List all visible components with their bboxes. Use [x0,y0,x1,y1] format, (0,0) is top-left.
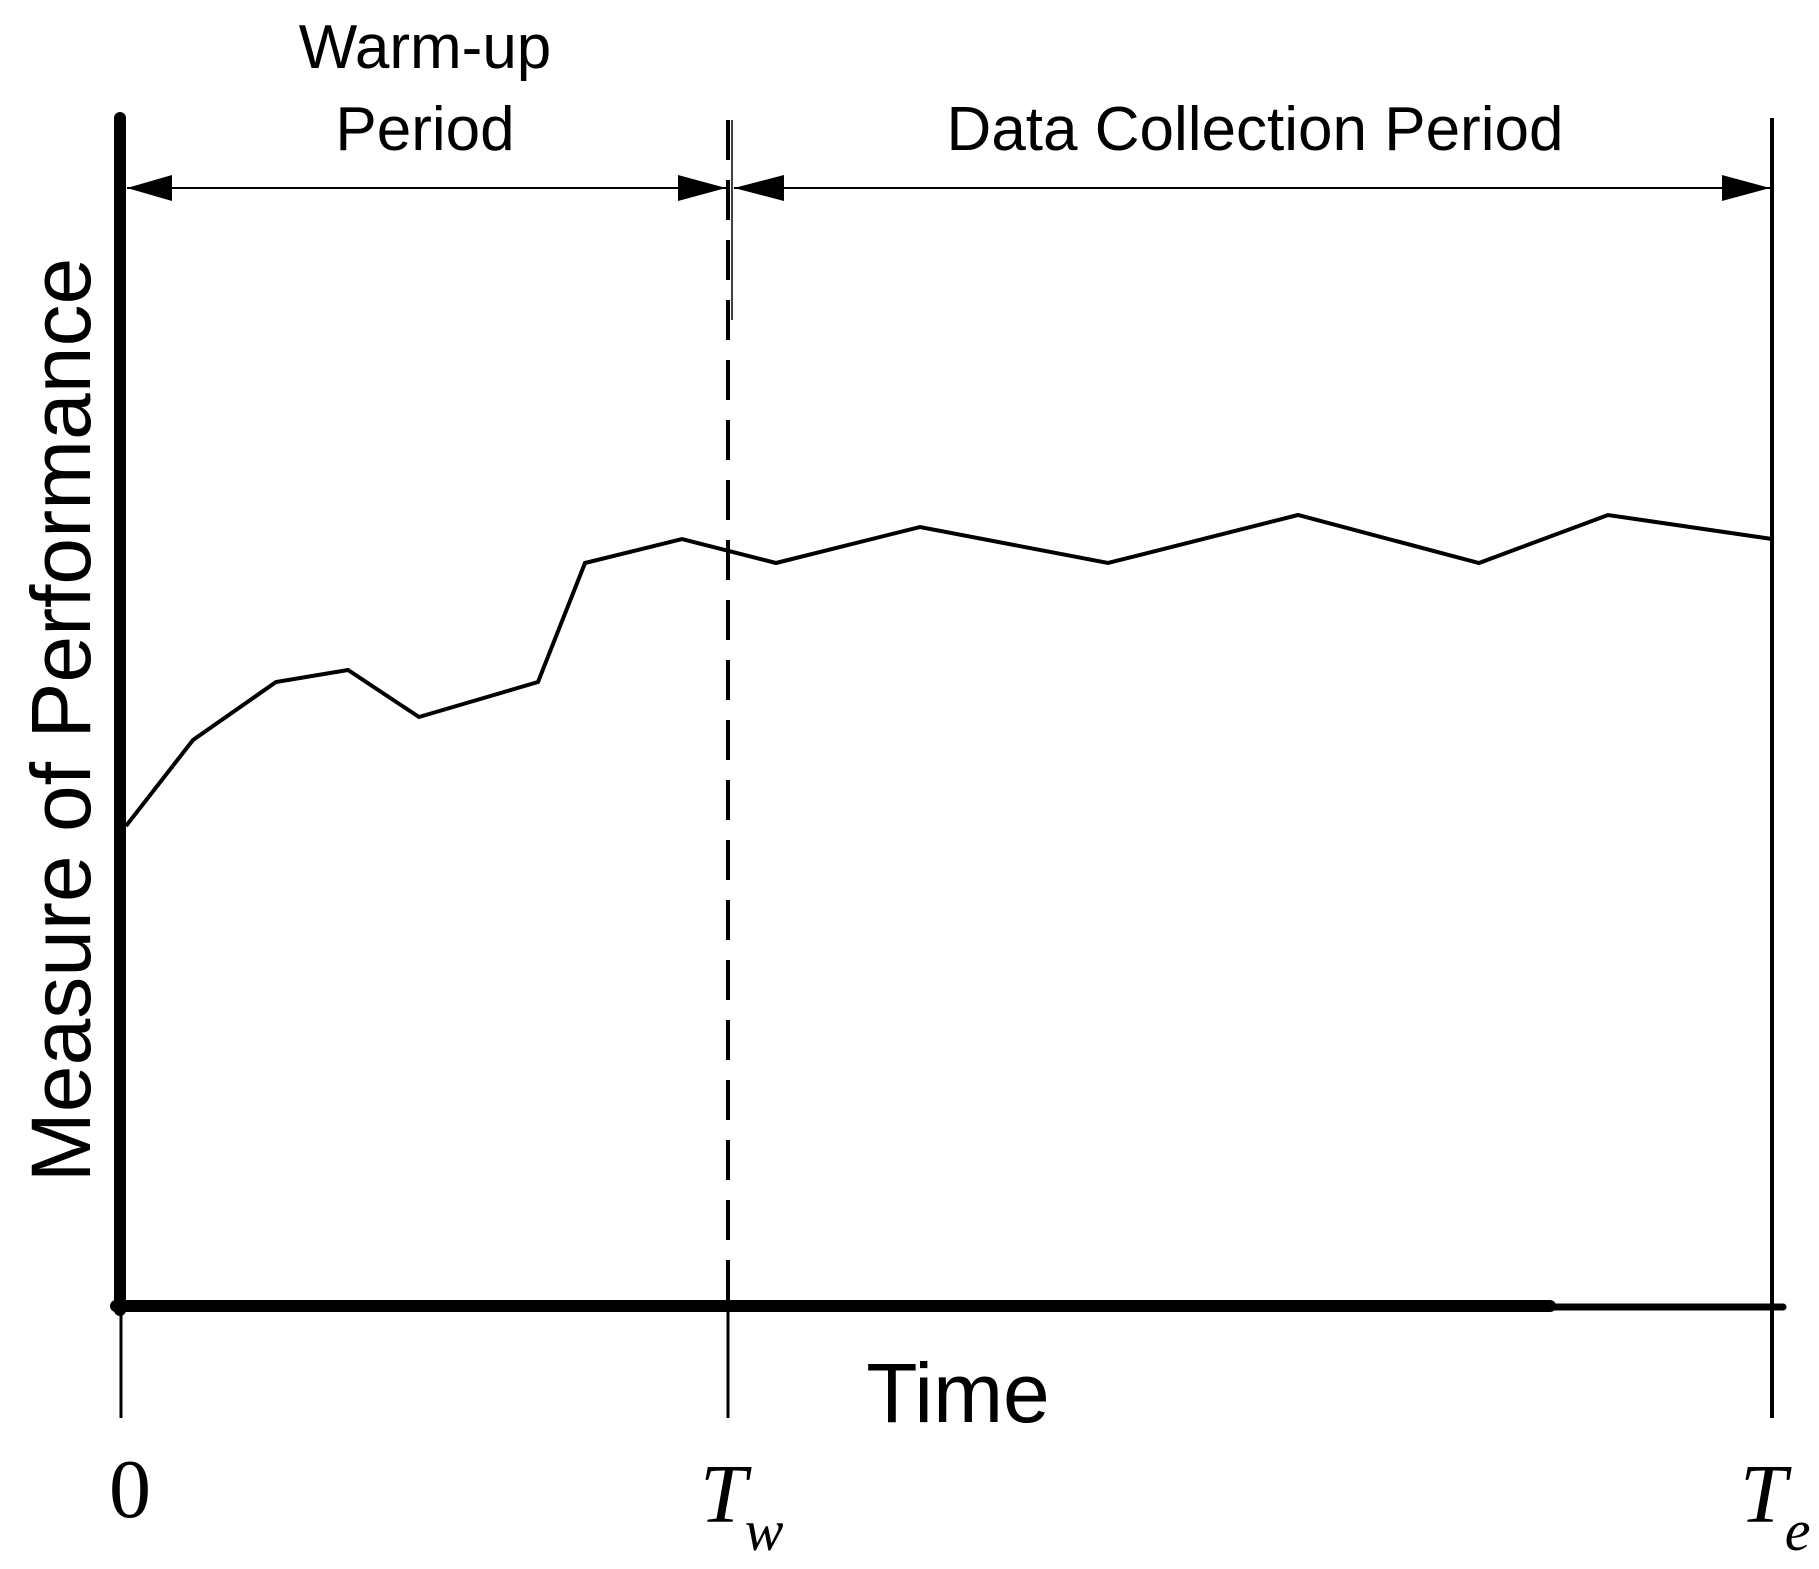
y-axis-label: Measure of Performance [14,258,108,1182]
tick-zero-label: 0 [109,1443,151,1536]
warmup-label-line1: Warm-up [299,13,552,82]
tick-te-label: Te [1740,1448,1810,1563]
tick-te-main: T [1740,1448,1792,1541]
tick-tw-sub: w [745,1498,784,1563]
performance-curve [124,512,1773,828]
collection-label: Data Collection Period [947,95,1564,164]
warmup-arrowhead-right [678,175,726,201]
collection-arrowhead-left [734,175,784,201]
warmup-label-line2: Period [335,95,514,164]
tick-tw-main: T [700,1448,752,1541]
tick-tw-label: Tw [700,1448,784,1563]
tick-te-sub: e [1785,1498,1811,1563]
x-axis-label: Time [866,1346,1050,1440]
warmup-arrowhead-left [127,175,172,201]
collection-arrowhead-right [1722,175,1770,201]
